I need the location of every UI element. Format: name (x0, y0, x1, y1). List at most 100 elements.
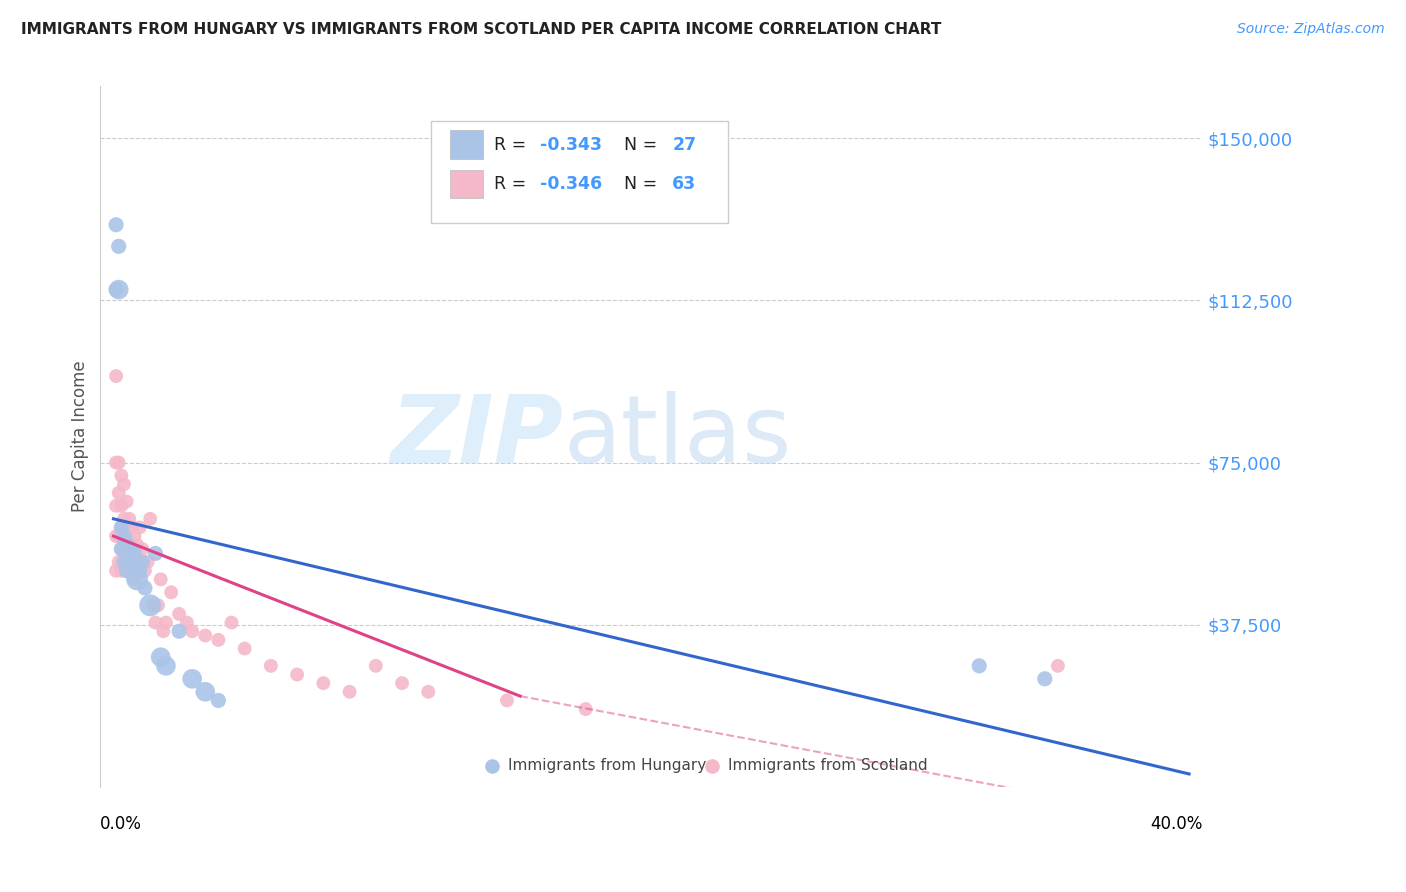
Point (221, 615, 243, 630)
Point (149, 650, 172, 665)
Text: Source: ZipAtlas.com: Source: ZipAtlas.com (1237, 22, 1385, 37)
Point (233, 641, 256, 656)
Point (118, 533, 141, 548)
Point (105, 218, 128, 232)
Point (112, 529, 135, 543)
Point (155, 658, 177, 673)
Point (124, 529, 146, 543)
Point (575, 702, 598, 716)
Text: R =: R = (494, 176, 531, 194)
Point (1033, 780, 1056, 794)
Text: R =: R = (494, 136, 531, 153)
Point (112, 477, 135, 491)
Point (105, 564, 128, 578)
Point (107, 283, 129, 297)
Point (110, 468, 132, 483)
Text: -0.346: -0.346 (540, 176, 602, 194)
Point (155, 615, 177, 630)
Point (115, 538, 138, 552)
Point (112, 555, 135, 569)
Point (105, 499, 128, 513)
Point (167, 624, 190, 639)
Point (131, 542, 153, 557)
Y-axis label: Per Capita Income: Per Capita Income (72, 361, 89, 513)
Point (207, 632, 229, 647)
Point (181, 624, 204, 639)
Point (134, 581, 156, 595)
Point (125, 538, 148, 552)
Point (115, 564, 138, 578)
Point (418, 685, 440, 699)
Point (107, 456, 129, 470)
Text: atlas: atlas (564, 391, 792, 483)
Point (121, 555, 143, 569)
Point (134, 564, 156, 578)
Point (1046, 658, 1069, 673)
Point (115, 542, 138, 557)
Point (110, 520, 132, 534)
Point (145, 615, 167, 630)
Point (110, 542, 132, 557)
Text: Immigrants from Scotland: Immigrants from Scotland (728, 758, 928, 773)
Point (110, 499, 132, 513)
Bar (450, 130, 482, 159)
FancyBboxPatch shape (430, 121, 728, 223)
Text: 0.0%: 0.0% (100, 815, 142, 833)
Point (260, 658, 283, 673)
Point (110, 542, 132, 557)
Point (118, 555, 141, 569)
Point (125, 564, 148, 578)
Point (112, 512, 135, 526)
Text: N =: N = (624, 176, 662, 194)
Point (128, 555, 150, 569)
Point (285, 667, 308, 681)
Point (194, 629, 217, 643)
Point (128, 520, 150, 534)
Point (139, 599, 162, 613)
Point (115, 520, 138, 534)
Point (146, 599, 169, 613)
Point (105, 369, 128, 384)
Point (115, 494, 138, 508)
Point (145, 546, 167, 560)
Point (1033, 672, 1056, 686)
Point (139, 512, 162, 526)
Point (967, 658, 990, 673)
Point (107, 555, 129, 569)
Text: 63: 63 (672, 176, 696, 194)
Point (207, 693, 229, 707)
Point (105, 456, 128, 470)
Point (131, 555, 153, 569)
Text: 40.0%: 40.0% (1150, 815, 1202, 833)
Point (112, 555, 135, 569)
Point (105, 529, 128, 543)
Point (181, 672, 204, 686)
Point (121, 520, 143, 534)
Point (124, 572, 146, 586)
Text: ZIP: ZIP (391, 391, 564, 483)
Point (194, 685, 217, 699)
Point (176, 615, 198, 630)
Text: N =: N = (624, 136, 662, 153)
Point (496, 693, 519, 707)
Point (107, 486, 129, 500)
Point (110, 520, 132, 534)
Point (124, 550, 146, 565)
Point (105, 283, 128, 297)
Point (391, 676, 413, 690)
Text: -0.343: -0.343 (540, 136, 602, 153)
Point (136, 555, 159, 569)
Point (124, 546, 146, 560)
Point (160, 585, 183, 599)
Text: 27: 27 (672, 136, 696, 153)
Point (125, 572, 148, 586)
Point (107, 529, 129, 543)
Point (149, 572, 172, 586)
Point (118, 542, 141, 557)
Point (121, 542, 143, 557)
Point (115, 564, 138, 578)
Text: Immigrants from Hungary: Immigrants from Hungary (508, 758, 706, 773)
Point (118, 512, 141, 526)
Point (107, 239, 129, 253)
Point (312, 676, 335, 690)
